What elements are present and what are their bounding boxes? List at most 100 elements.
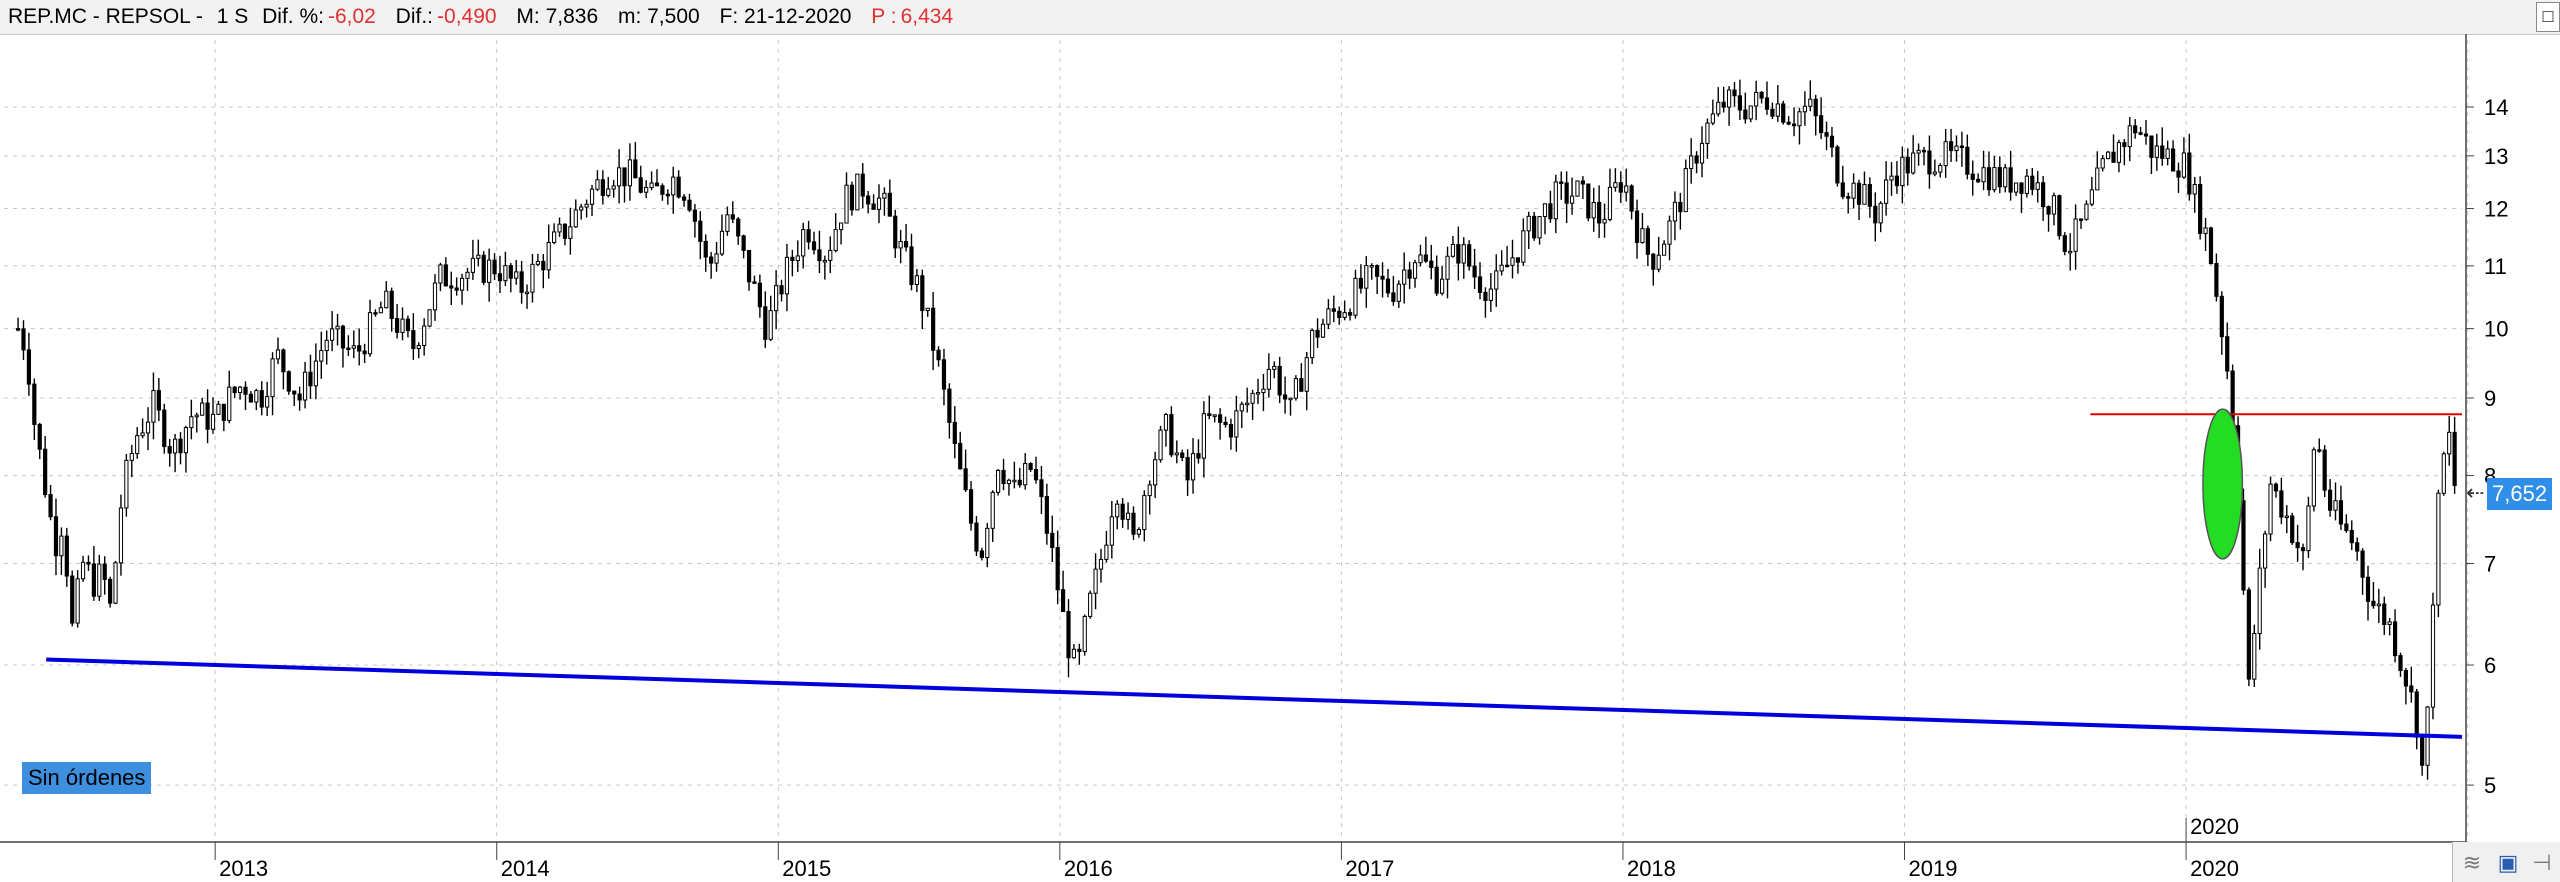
support-trendline: [46, 657, 2463, 739]
candle-body: [638, 177, 643, 193]
candle-body: [1732, 89, 1737, 97]
candle-body: [1066, 611, 1071, 659]
candle-body: [600, 179, 605, 196]
candle-body: [373, 312, 378, 315]
candle-body: [2355, 542, 2360, 552]
candle-body: [1364, 265, 1369, 289]
candle-body: [1878, 202, 1883, 224]
candle-body: [2149, 135, 2154, 158]
candle-body: [416, 344, 421, 350]
candle-body: [741, 235, 746, 251]
candle-body: [1948, 141, 1954, 152]
candle-body: [2165, 148, 2170, 159]
candle-body: [487, 259, 492, 283]
candle-body: [270, 358, 275, 398]
candle-body: [427, 309, 432, 327]
candle-body: [1667, 220, 1672, 245]
candle-body: [633, 159, 638, 179]
candle-body: [140, 432, 145, 437]
candle-body: [221, 403, 226, 421]
candle-body: [541, 260, 546, 271]
candle-body: [1039, 479, 1044, 498]
candle-body: [1385, 278, 1391, 294]
candle-body: [389, 290, 394, 319]
candle-body: [1255, 392, 1261, 395]
candle-body: [1813, 98, 1818, 117]
candle-body: [1678, 201, 1683, 213]
candle-body: [795, 255, 800, 261]
candle-body: [2333, 500, 2338, 511]
candle-body: [2170, 148, 2176, 172]
candle-body: [1131, 512, 1136, 535]
candle-body: [64, 535, 69, 577]
candle-body: [1147, 484, 1152, 497]
candle-body: [1954, 145, 1959, 152]
candle-body: [1797, 111, 1802, 127]
candle-body: [763, 306, 768, 340]
candle-body: [1824, 132, 1829, 137]
x-tick-label: 2014: [501, 856, 550, 881]
candle-body: [958, 442, 963, 470]
candle-body: [1927, 150, 1932, 175]
candle-body: [2279, 490, 2284, 518]
candle-body: [2051, 195, 2057, 215]
candle-body: [2013, 182, 2019, 193]
candle-body: [194, 414, 199, 418]
candle-body: [335, 325, 340, 330]
candle-body: [216, 403, 221, 415]
candle-body: [2127, 125, 2132, 148]
candle-body: [53, 516, 59, 557]
candle-body: [173, 438, 178, 454]
candle-body: [1494, 270, 1499, 290]
candle-body: [2181, 152, 2187, 178]
candle-body: [1104, 544, 1109, 560]
candle-body: [968, 489, 974, 524]
candle-body: [936, 349, 941, 361]
candle-body: [844, 184, 849, 224]
candle-body: [606, 188, 611, 196]
candle-body: [1938, 165, 1943, 173]
candle-body: [1759, 91, 1764, 99]
save-icon[interactable]: ▣: [2497, 850, 2519, 875]
candle-body: [1791, 123, 1797, 127]
maximize-button[interactable]: □: [2536, 2, 2560, 32]
candle-body: [2003, 167, 2008, 188]
candle-body: [86, 561, 91, 565]
candle-body: [1705, 122, 1710, 144]
candle-body: [1407, 269, 1412, 279]
candle-body: [2344, 523, 2349, 532]
candle-body: [1169, 414, 1174, 456]
candle-body: [394, 317, 400, 333]
candle-body: [129, 453, 134, 461]
candle-body: [1504, 264, 1510, 268]
candle-body: [503, 265, 508, 282]
candle-body: [497, 273, 503, 282]
candle-body: [1467, 244, 1472, 267]
candle-body: [1889, 175, 1894, 181]
candle-body: [860, 173, 865, 197]
candle-body: [324, 339, 329, 352]
y-tick-label: 12: [2484, 197, 2508, 222]
candle-body: [2317, 449, 2322, 452]
pin-icon[interactable]: ⊣: [2532, 850, 2552, 875]
candle-body: [1699, 142, 1705, 164]
candle-body: [232, 386, 237, 394]
candle-body: [367, 312, 373, 355]
candle-body: [1434, 266, 1439, 294]
date-label: F: 21-12-2020: [719, 5, 852, 28]
candle-body: [346, 347, 351, 351]
candle-body: [1835, 146, 1840, 184]
candle-body: [979, 550, 984, 558]
candle-body: [281, 349, 286, 373]
candle-body: [681, 196, 687, 201]
candle-body: [801, 229, 806, 257]
orders-badge[interactable]: Sin órdenes: [22, 762, 152, 794]
candle-body: [557, 223, 562, 233]
candle-body: [2420, 736, 2425, 766]
chart-style-icon[interactable]: ≋: [2462, 850, 2482, 875]
candle-body: [1402, 269, 1407, 285]
candle-body: [275, 349, 281, 360]
candle-body: [2252, 633, 2257, 680]
candle-body: [2284, 515, 2289, 518]
